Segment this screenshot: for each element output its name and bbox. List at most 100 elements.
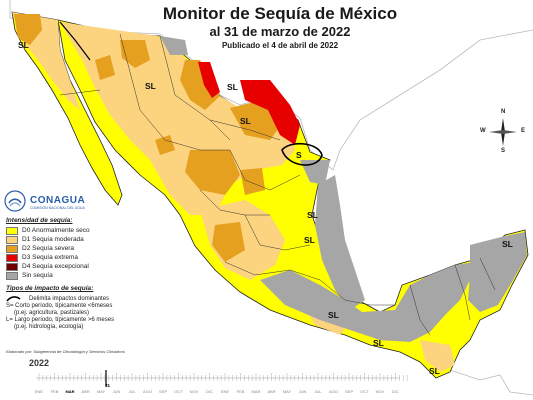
legend-item: D0 Anormalmente seco [6, 226, 146, 235]
impact-delimit-label: Delimita impactos dominantes [29, 296, 110, 302]
label-nuevo-leon: S [296, 150, 302, 160]
nodrought-tamaulipas [300, 160, 330, 185]
timeline-month: MAY [282, 389, 292, 394]
timeline-month: ABR [267, 389, 276, 394]
compass-e: E [521, 128, 526, 134]
legend-item: D1 Sequía moderada [6, 235, 146, 244]
timeline-month: ENE [34, 389, 44, 394]
boundary-line-icon [6, 296, 21, 302]
timeline-month: ABR [81, 389, 90, 394]
legend-swatch-d3 [6, 253, 18, 262]
map-title: Monitor de Sequía de México [162, 4, 398, 23]
label-yucatan: SL [502, 239, 513, 249]
map-subtitle: al 31 de marzo de 2022 [209, 24, 351, 39]
legend-header: Intensidad de sequía: [6, 217, 73, 224]
timeline-month: NOV [375, 389, 385, 394]
d3-coahuila-nl [240, 80, 300, 145]
legend-swatch-none [6, 271, 18, 280]
impact-short-2: (p.ej. agricultura, pastizales) [14, 310, 90, 316]
legend-label: D3 Sequía extrema [22, 254, 79, 261]
timeline-month: DIC [206, 389, 213, 394]
timeline-month: JUL [128, 389, 136, 394]
legend-swatch-d2 [6, 244, 18, 253]
map-labels: SL SL SL SL S SL SL SL SL SL SL [18, 40, 513, 376]
label-guerrero: SL [328, 310, 339, 320]
d2-zacatecas [240, 168, 265, 195]
intensity-legend: Intensidad de sequía: D0 Anormalmente se… [6, 217, 146, 280]
label-coahuila: SL [240, 116, 251, 126]
label-sonora: SL [145, 81, 156, 91]
d2-jalisco [212, 222, 245, 262]
state-borders [59, 33, 496, 336]
credit-note: Elaborado por: Subgerencia de Climatolog… [6, 349, 125, 354]
timeline-month: SEP [344, 389, 353, 394]
legend-item: D4 Sequía excepcional [6, 262, 146, 271]
timeline-month: AGO [143, 389, 152, 394]
compass-rose: N S W E [480, 109, 525, 154]
timeline-day: 31 [105, 383, 111, 388]
label-chiapas: SL [429, 366, 440, 376]
nodrought-yucatan [468, 232, 527, 312]
impact-delimit-row: Delimita impactos dominantes [6, 295, 146, 303]
timeline-month: ENE [220, 389, 230, 394]
timeline-month: MAY [96, 389, 106, 394]
impact-legend: Tipos de impacto de sequía: Delimita imp… [6, 285, 146, 331]
d2-chihuahua-east [180, 60, 220, 110]
timeline-month: JUL [314, 389, 322, 394]
compass-s: S [501, 148, 506, 154]
nodrought-veracruz [315, 175, 365, 310]
d2-baja-north [14, 14, 42, 45]
central-america-outline [449, 369, 533, 396]
impact-line-nl [281, 142, 323, 166]
timeline-axis [36, 370, 408, 386]
compass-n: N [501, 109, 506, 115]
timeline-month: FEB [50, 389, 59, 394]
legend-label: D2 Sequía severa [22, 245, 75, 252]
timeline-month: JUN [298, 389, 307, 394]
legend-item: Sin sequía [6, 271, 146, 280]
nodrought-sonora-north [160, 36, 188, 55]
logo-name: CONAGUA [30, 195, 86, 206]
timeline-year: 2022 [29, 358, 50, 368]
label-tamaulipas: SL [307, 210, 318, 220]
timeline-month: FEB [236, 389, 245, 394]
d1-chiapas [420, 340, 455, 372]
timeline-month: OCT [174, 389, 183, 394]
timeline: 2022 31 ENE FEB MAR ABR MAY JUN JUL AGO SEP OCT NO… [0, 356, 533, 400]
label-oaxaca: SL [373, 338, 384, 348]
conagua-emblem-icon [4, 190, 26, 212]
legend-label: D0 Anormalmente seco [22, 227, 90, 234]
timeline-month: OCT [360, 389, 369, 394]
legend-item: D3 Sequía extrema [6, 253, 146, 262]
impact-line-west [59, 21, 91, 61]
timeline-month: AGO [329, 389, 338, 394]
label-baja-norte: SL [18, 40, 29, 50]
d2-chihuahua-west [120, 40, 150, 68]
impact-long-2: (p.ej. hidrología, ecología) [14, 324, 84, 330]
impact-long-1: L= Largo período, típicamente >6 meses [6, 317, 115, 323]
legend-swatch-d4 [6, 262, 18, 271]
legend-label: Sin sequía [22, 272, 53, 279]
label-veracruz: SL [304, 235, 315, 245]
d2-sonora [95, 55, 115, 80]
timeline-month: JUN [112, 389, 121, 394]
timeline-month: MAR [65, 389, 75, 394]
legend-item: D2 Sequía severa [6, 244, 146, 253]
compass-icon [489, 118, 517, 146]
legend-label: D1 Sequía moderada [22, 236, 84, 243]
impact-header: Tipos de impacto de sequía: [6, 285, 94, 292]
legend-swatch-d0 [6, 226, 18, 235]
d2-sinaloa [155, 135, 175, 155]
logo-subtitle: COMISIÓN NACIONAL DEL AGUA [30, 206, 85, 210]
timeline-month: SEP [158, 389, 167, 394]
legend-label: D4 Sequía excepcional [22, 263, 89, 270]
d2-durango [185, 150, 240, 195]
compass-w: W [480, 128, 486, 134]
timeline-month: DIC [392, 389, 399, 394]
conagua-logo: CONAGUA COMISIÓN NACIONAL DEL AGUA [4, 190, 85, 212]
timeline-month: NOV [189, 389, 199, 394]
publish-date: Publicado el 4 de abril de 2022 [221, 41, 339, 50]
timeline-month: MAR [251, 389, 261, 394]
d3-chihuahua [198, 62, 220, 98]
